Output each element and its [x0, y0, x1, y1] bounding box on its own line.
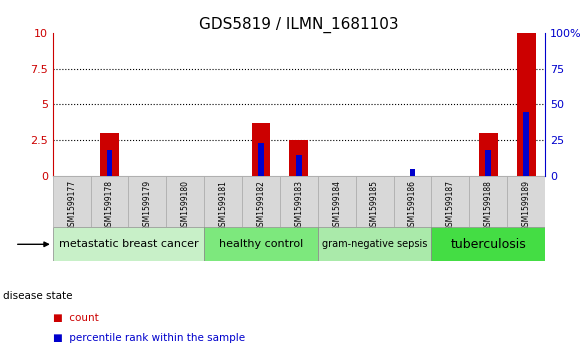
Bar — [431, 176, 469, 227]
Bar — [289, 140, 308, 176]
Text: GSM1599181: GSM1599181 — [219, 180, 227, 231]
Text: disease state: disease state — [3, 291, 73, 301]
Bar — [431, 227, 545, 261]
Bar — [53, 176, 91, 227]
Text: tuberculosis: tuberculosis — [450, 238, 526, 251]
Text: GSM1599185: GSM1599185 — [370, 180, 379, 231]
Text: GSM1599182: GSM1599182 — [257, 180, 265, 231]
Bar — [318, 227, 431, 261]
Bar — [517, 33, 536, 176]
Text: GSM1599183: GSM1599183 — [294, 180, 304, 231]
Bar — [523, 111, 529, 176]
Text: GSM1599187: GSM1599187 — [446, 180, 455, 231]
Text: GSM1599184: GSM1599184 — [332, 180, 341, 231]
Bar — [356, 176, 394, 227]
Bar — [91, 176, 128, 227]
Text: GSM1599177: GSM1599177 — [67, 180, 76, 231]
Bar — [204, 176, 242, 227]
Bar — [479, 133, 498, 176]
Text: GSM1599180: GSM1599180 — [180, 180, 190, 231]
Bar — [53, 227, 204, 261]
Bar — [296, 155, 302, 176]
Text: GSM1599188: GSM1599188 — [483, 180, 493, 231]
Bar — [507, 176, 545, 227]
Text: GSM1599179: GSM1599179 — [143, 180, 152, 231]
Text: GSM1599186: GSM1599186 — [408, 180, 417, 231]
Text: GSM1599189: GSM1599189 — [522, 180, 530, 231]
Bar — [107, 150, 113, 176]
Text: metastatic breast cancer: metastatic breast cancer — [59, 239, 198, 249]
Bar — [204, 227, 318, 261]
Text: healthy control: healthy control — [219, 239, 303, 249]
Bar — [394, 176, 431, 227]
Text: gram-negative sepsis: gram-negative sepsis — [322, 239, 427, 249]
Bar — [166, 176, 204, 227]
Bar — [318, 176, 356, 227]
Bar — [280, 176, 318, 227]
Text: ■  count: ■ count — [53, 313, 98, 323]
Bar — [469, 176, 507, 227]
Bar — [242, 176, 280, 227]
Text: GSM1599178: GSM1599178 — [105, 180, 114, 231]
Bar — [251, 123, 271, 176]
Bar — [100, 133, 119, 176]
Bar — [410, 169, 415, 176]
Bar — [258, 143, 264, 176]
Bar — [128, 176, 166, 227]
Title: GDS5819 / ILMN_1681103: GDS5819 / ILMN_1681103 — [199, 16, 398, 33]
Text: ■  percentile rank within the sample: ■ percentile rank within the sample — [53, 333, 245, 343]
Bar — [485, 150, 491, 176]
